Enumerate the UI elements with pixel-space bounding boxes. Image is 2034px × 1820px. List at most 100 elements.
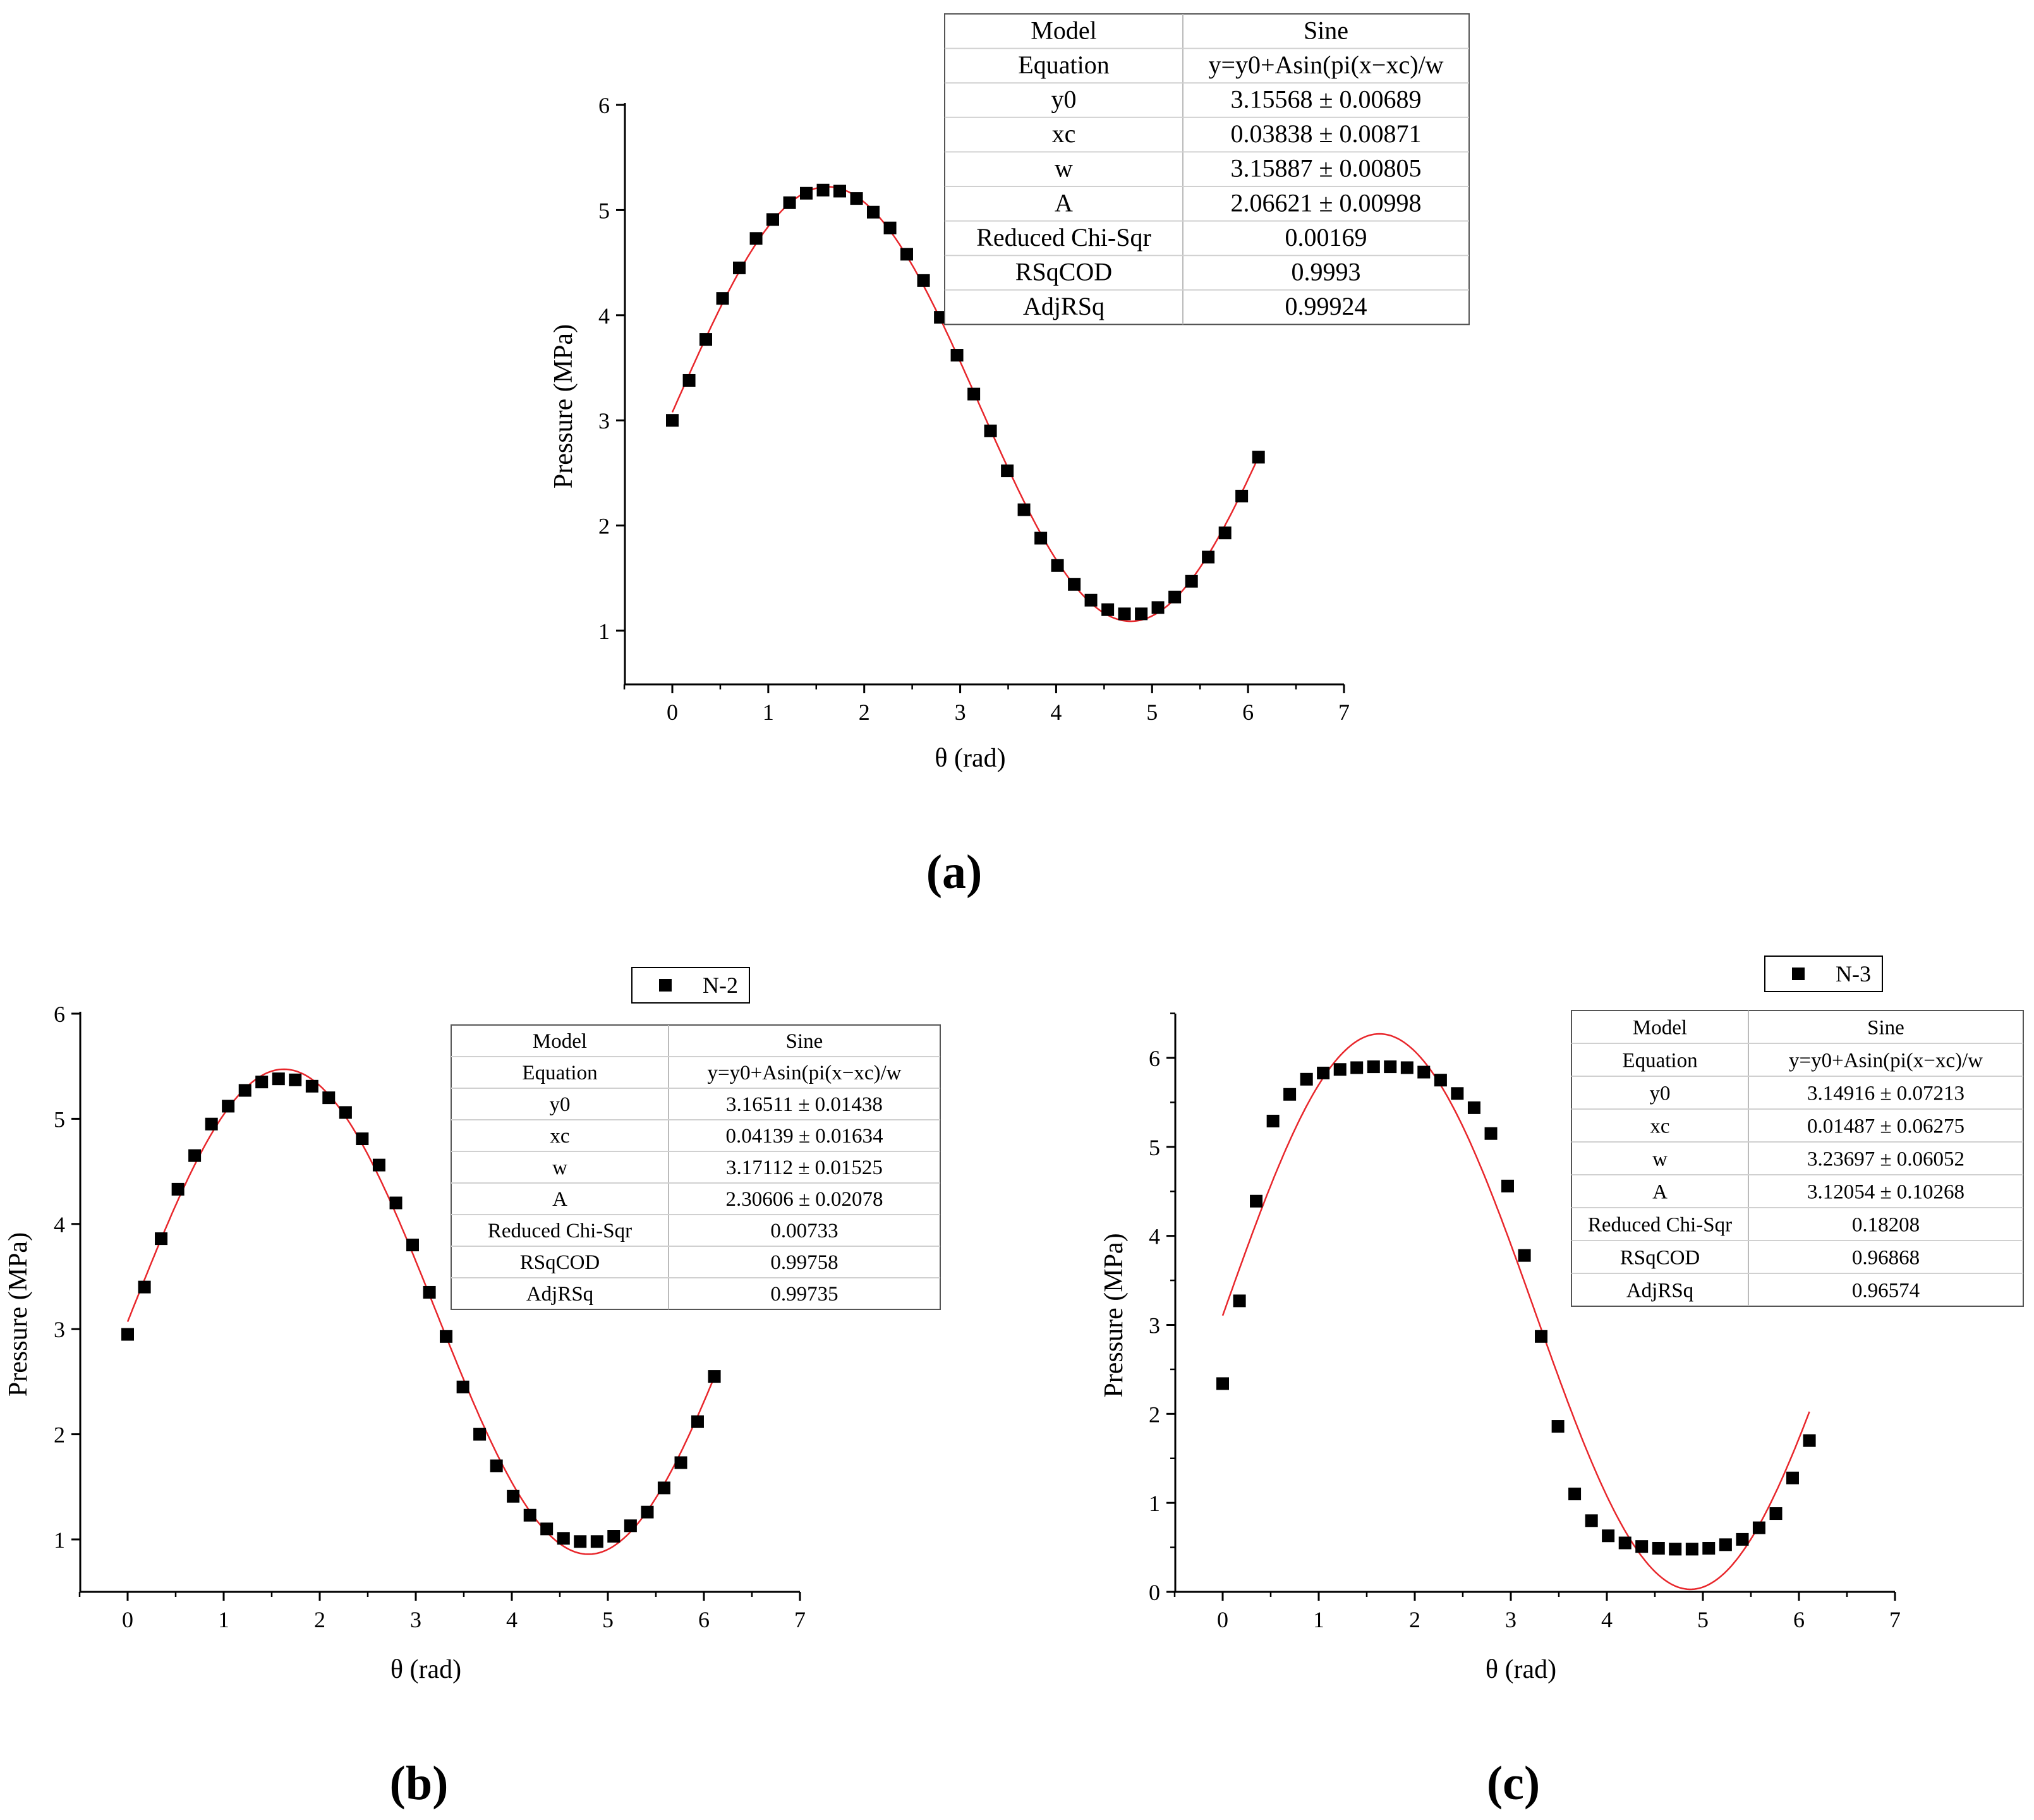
- table-frame: [944, 13, 1470, 325]
- data-point: [255, 1076, 269, 1089]
- data-point: [934, 311, 947, 324]
- table-cell-label: A: [1055, 188, 1073, 217]
- data-point: [389, 1196, 403, 1210]
- data-point: [732, 261, 746, 274]
- data-point: [1317, 1066, 1330, 1079]
- table-cell-value: y=y0+Asin(pi(x−xc)/w: [1208, 51, 1443, 79]
- data-point: [1702, 1541, 1716, 1555]
- x-tick-label: 5: [1146, 700, 1158, 725]
- data-point: [1017, 503, 1031, 516]
- table-cell-label: RSqCOD: [1015, 258, 1112, 286]
- y-tick-label: 5: [1149, 1135, 1160, 1160]
- table-cell-value: 0.96868: [1852, 1246, 1920, 1269]
- table-cell-label: w: [1055, 154, 1073, 183]
- table-cell-value: 0.96574: [1852, 1279, 1920, 1302]
- fit-curve: [1221, 1033, 1810, 1591]
- data-point: [624, 1519, 637, 1532]
- table-cell-value: 3.23697 ± 0.06052: [1807, 1148, 1964, 1170]
- y-tick-label: 4: [598, 303, 610, 329]
- table-cell-label: AdjRSq: [1023, 292, 1105, 320]
- data-point: [783, 196, 796, 209]
- table-cell-value: y=y0+Asin(pi(x−xc)/w: [708, 1062, 902, 1084]
- data-point: [1568, 1488, 1582, 1501]
- table-cell-value: 3.17112 ± 0.01525: [726, 1156, 883, 1179]
- table-frame: [1571, 1010, 2024, 1307]
- data-point: [866, 205, 880, 219]
- data-point: [1300, 1072, 1313, 1086]
- data-point: [423, 1285, 436, 1299]
- data-point: [1719, 1538, 1732, 1551]
- table-cell-label: y0: [1650, 1082, 1671, 1105]
- data-point: [289, 1073, 302, 1086]
- y-tick-label: 3: [1149, 1313, 1160, 1338]
- x-tick-label: 0: [1217, 1607, 1228, 1632]
- table-cell-value: 0.18208: [1852, 1213, 1920, 1236]
- data-point: [171, 1182, 185, 1196]
- table-cell-value: 0.99924: [1285, 292, 1367, 320]
- x-tick-label: 6: [1242, 700, 1254, 725]
- table-cell-label: y0: [1051, 85, 1077, 114]
- x-tick-label: 1: [1313, 1607, 1324, 1632]
- data-point: [1551, 1420, 1565, 1433]
- data-point: [1535, 1330, 1548, 1343]
- data-point: [1118, 607, 1131, 621]
- y-tick-label: 4: [1149, 1224, 1160, 1249]
- table-cell-label: xc: [550, 1125, 569, 1148]
- table-cell-label: Reduced Chi-Sqr: [488, 1220, 632, 1242]
- x-tick-label: 4: [1050, 700, 1062, 725]
- data-point: [1384, 1060, 1397, 1074]
- x-tick-label: 6: [698, 1607, 710, 1632]
- table-cell-value: Sine: [1867, 1016, 1904, 1039]
- data-point: [540, 1522, 554, 1536]
- data-point: [1034, 531, 1048, 545]
- data-point: [1585, 1514, 1598, 1527]
- caption-b: (b): [390, 1757, 449, 1810]
- data-point: [305, 1079, 318, 1093]
- data-point: [682, 373, 696, 387]
- data-point: [1250, 1194, 1263, 1208]
- caption-c: (c): [1487, 1757, 1540, 1810]
- data-point: [322, 1091, 336, 1105]
- data-point: [833, 185, 846, 198]
- table-cell-label: xc: [1052, 119, 1076, 148]
- table-cell-value: 2.06621 ± 0.00998: [1231, 188, 1422, 217]
- y-tick-label: 5: [54, 1107, 65, 1132]
- data-point: [716, 292, 729, 305]
- table-cell-label: Reduced Chi-Sqr: [1588, 1213, 1732, 1236]
- table-cell-label: A: [552, 1188, 567, 1211]
- data-point: [1202, 550, 1215, 564]
- legend-box: [1764, 956, 1883, 992]
- x-tick-label: 4: [506, 1607, 518, 1632]
- data-point: [138, 1280, 151, 1294]
- data-point: [674, 1456, 687, 1469]
- data-point: [691, 1415, 704, 1428]
- data-point: [1051, 559, 1064, 572]
- caption-a: (a): [926, 846, 983, 899]
- data-point: [1151, 601, 1165, 614]
- data-point: [372, 1158, 385, 1172]
- table-cell-label: A: [1652, 1180, 1668, 1203]
- legend-box: [631, 967, 750, 1004]
- data-point: [523, 1508, 536, 1522]
- y-tick-label: 6: [1149, 1046, 1160, 1071]
- data-point: [1652, 1541, 1665, 1555]
- y-tick-label: 6: [598, 93, 610, 118]
- table-cell-label: xc: [1650, 1115, 1669, 1138]
- data-point: [1233, 1294, 1246, 1307]
- data-point: [1669, 1543, 1682, 1556]
- data-point: [557, 1532, 570, 1545]
- panel-a-chart: 0 1 2 3 4 5 6 7 1 2 3 4 5 6 θ (rad) Pressure (MPa) Model…: [549, 13, 1470, 773]
- data-point: [574, 1535, 587, 1548]
- x-tick-label: 7: [1889, 1607, 1901, 1632]
- data-point: [205, 1117, 218, 1131]
- data-point: [1434, 1074, 1447, 1087]
- y-tick-label: 2: [54, 1423, 65, 1448]
- table-cell-label: RSqCOD: [1620, 1246, 1700, 1269]
- table-cell-value: 0.03838 ± 0.00871: [1231, 119, 1422, 148]
- x-tick-label: 1: [218, 1607, 229, 1632]
- table-cell-label: AdjRSq: [526, 1283, 593, 1306]
- table-cell-label: Equation: [1622, 1049, 1697, 1072]
- x-tick-label: 2: [859, 700, 870, 725]
- legend: N-2: [631, 967, 750, 1004]
